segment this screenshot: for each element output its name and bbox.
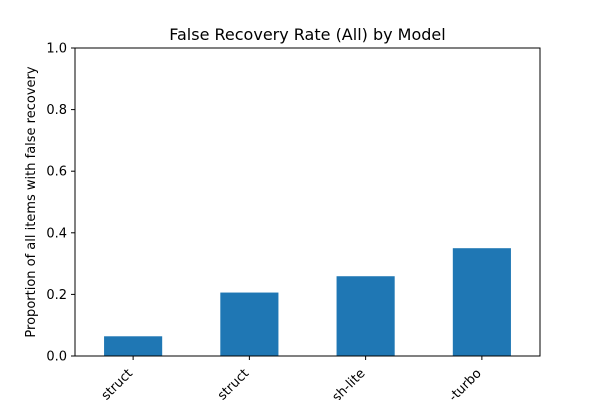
y-axis-label: Proportion of all items with false recov… <box>24 66 39 337</box>
chart-title: False Recovery Rate (All) by Model <box>169 25 445 44</box>
bar <box>104 336 163 356</box>
y-tick-label: 0.8 <box>46 103 67 118</box>
y-tick-label: 0.6 <box>46 165 67 180</box>
plot-frame <box>74 47 541 357</box>
bars-group <box>104 248 511 356</box>
bar <box>336 276 395 356</box>
y-tick-label: 0.2 <box>46 288 67 303</box>
x-tick-label: sh-lite <box>330 366 369 400</box>
x-axis: struct struct sh-lite -turbo <box>99 356 485 400</box>
y-tick-label: 0.4 <box>46 226 67 241</box>
bar <box>452 248 511 356</box>
y-axis: 0.0 0.2 0.4 0.6 0.8 1.0 <box>46 42 75 365</box>
y-tick-label: 1.0 <box>46 42 67 57</box>
x-tick-label: struct <box>99 366 136 400</box>
x-tick-label: -turbo <box>446 366 485 400</box>
x-tick-label: struct <box>215 366 252 400</box>
y-tick-label: 0.0 <box>46 350 67 365</box>
bar <box>220 292 279 356</box>
